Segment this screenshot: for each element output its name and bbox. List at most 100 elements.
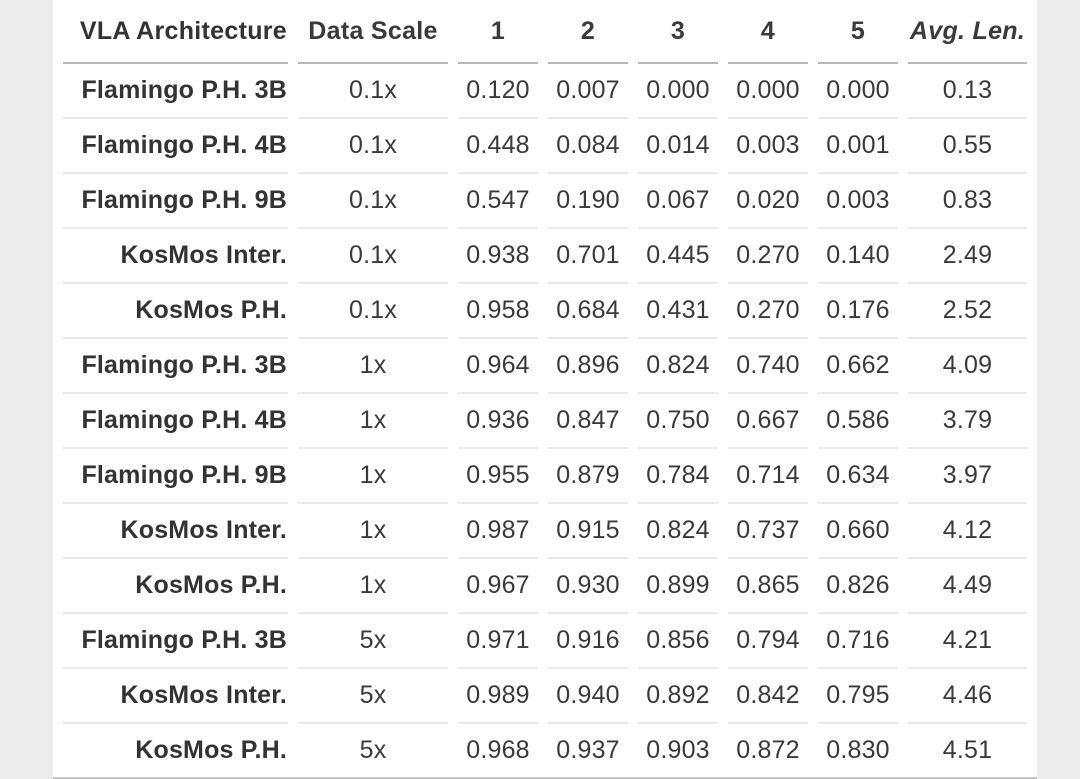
score-cell: 0.001 <box>818 119 898 174</box>
data-scale-cell: 5x <box>359 736 387 764</box>
score-cell: 0.847 <box>548 394 628 449</box>
score-cell: 0.120 <box>458 64 538 119</box>
table-row: Flamingo P.H. 9B 0.1x 0.547 0.190 0.067 0.020… <box>63 174 1027 229</box>
score-cell: 0.014 <box>638 119 718 174</box>
architecture-cell: KosMos P.H. <box>135 736 287 764</box>
col-header-vla-architecture: VLA Architecture <box>63 0 288 64</box>
avg-len-cell: 2.49 <box>908 229 1027 284</box>
score-cell: 0.955 <box>458 449 538 504</box>
table-row: KosMos Inter. 0.1x 0.938 0.701 0.445 0.270 0.1… <box>63 229 1027 284</box>
score-cell: 0.826 <box>818 559 898 614</box>
col-header-score-3: 3 <box>638 0 718 64</box>
architecture-cell: KosMos Inter. <box>63 504 288 559</box>
avg-len-cell: 4.09 <box>908 339 1027 394</box>
score-cell: 0.270 <box>728 284 808 339</box>
score-cell: 0.967 <box>458 559 538 614</box>
avg-len-cell: 3.97 <box>908 449 1027 504</box>
architecture-cell: Flamingo P.H. 3B <box>63 339 288 394</box>
score-cell: 0.737 <box>728 504 808 559</box>
avg-len-cell: 4.21 <box>908 614 1027 669</box>
score-cell: 0.794 <box>728 614 808 669</box>
data-scale-cell: 1x <box>298 559 448 614</box>
score-cell: 0.896 <box>548 339 628 394</box>
data-scale-cell: 1x <box>298 504 448 559</box>
score-cell: 0.000 <box>638 64 718 119</box>
score-cell: 0.940 <box>548 669 628 724</box>
data-scale-cell: 0.1x <box>298 174 448 229</box>
score-cell: 0.899 <box>638 559 718 614</box>
score-cell: 0.958 <box>458 284 538 339</box>
score-cell: 0.684 <box>548 284 628 339</box>
data-scale-cell: 1x <box>298 339 448 394</box>
score-cell: 0.824 <box>638 504 718 559</box>
score-cell: 0.987 <box>458 504 538 559</box>
score-cell: 0.784 <box>638 449 718 504</box>
results-table: VLA Architecture Data Scale 1 2 3 4 5 Av… <box>53 0 1037 777</box>
table-row: Flamingo P.H. 4B 1x 0.936 0.847 0.750 0.667 0.… <box>63 394 1027 449</box>
score-cell: 0.879 <box>548 449 628 504</box>
score-cell: 0.916 <box>548 614 628 669</box>
table-row: KosMos P.H. 5x 0.968 0.937 0.903 0.872 0.830 4.… <box>63 724 1027 777</box>
avg-len-cell: 4.51 <box>942 736 993 764</box>
score-cell: 0.740 <box>728 339 808 394</box>
col-header-score-5: 5 <box>818 0 898 64</box>
architecture-cell: Flamingo P.H. 4B <box>63 119 288 174</box>
table-row: Flamingo P.H. 3B 1x 0.964 0.896 0.824 0.740 0.… <box>63 339 1027 394</box>
data-scale-cell: 1x <box>298 394 448 449</box>
table-row: Flamingo P.H. 9B 1x 0.955 0.879 0.784 0.714 0.… <box>63 449 1027 504</box>
score-cell: 0.445 <box>638 229 718 284</box>
score-cell: 0.714 <box>728 449 808 504</box>
architecture-cell: Flamingo P.H. 9B <box>63 174 288 229</box>
data-scale-cell: 0.1x <box>298 229 448 284</box>
table-row: KosMos P.H. 0.1x 0.958 0.684 0.431 0.270 0.176… <box>63 284 1027 339</box>
table-row: Flamingo P.H. 3B 5x 0.971 0.916 0.856 0.794 0.… <box>63 614 1027 669</box>
score-cell: 0.971 <box>458 614 538 669</box>
score-cell: 0.716 <box>818 614 898 669</box>
avg-len-cell: 4.12 <box>908 504 1027 559</box>
score-cell: 0.865 <box>728 559 808 614</box>
avg-len-cell: 4.46 <box>908 669 1027 724</box>
score-cell: 0.830 <box>826 736 890 764</box>
score-cell: 0.824 <box>638 339 718 394</box>
score-cell: 0.964 <box>458 339 538 394</box>
table-row: Flamingo P.H. 3B 0.1x 0.120 0.007 0.000 0.000… <box>63 64 1027 119</box>
col-header-score-4: 4 <box>728 0 808 64</box>
score-cell: 0.936 <box>458 394 538 449</box>
score-cell: 0.020 <box>728 174 808 229</box>
results-table-container: VLA Architecture Data Scale 1 2 3 4 5 Av… <box>53 0 1037 779</box>
score-cell: 0.586 <box>818 394 898 449</box>
data-scale-cell: 0.1x <box>298 284 448 339</box>
score-cell: 0.842 <box>728 669 808 724</box>
table-body: Flamingo P.H. 3B 0.1x 0.120 0.007 0.000 0.000… <box>63 64 1027 777</box>
architecture-cell: KosMos P.H. <box>63 284 288 339</box>
score-cell: 0.989 <box>458 669 538 724</box>
avg-len-cell: 3.79 <box>908 394 1027 449</box>
score-cell: 0.930 <box>548 559 628 614</box>
score-cell: 0.872 <box>736 736 800 764</box>
data-scale-cell: 5x <box>298 669 448 724</box>
score-cell: 0.937 <box>556 736 620 764</box>
score-cell: 0.634 <box>818 449 898 504</box>
score-cell: 0.750 <box>638 394 718 449</box>
table-row: KosMos Inter. 1x 0.987 0.915 0.824 0.737 0.660… <box>63 504 1027 559</box>
col-header-avg-len: Avg. Len. <box>908 0 1027 64</box>
score-cell: 0.084 <box>548 119 628 174</box>
architecture-cell: KosMos P.H. <box>63 559 288 614</box>
score-cell: 0.431 <box>638 284 718 339</box>
score-cell: 0.140 <box>818 229 898 284</box>
table-row: KosMos Inter. 5x 0.989 0.940 0.892 0.842 0.795… <box>63 669 1027 724</box>
data-scale-cell: 1x <box>298 449 448 504</box>
score-cell: 0.660 <box>818 504 898 559</box>
score-cell: 0.856 <box>638 614 718 669</box>
architecture-cell: Flamingo P.H. 9B <box>63 449 288 504</box>
architecture-cell: KosMos Inter. <box>63 229 288 284</box>
score-cell: 0.701 <box>548 229 628 284</box>
data-scale-cell: 0.1x <box>298 64 448 119</box>
score-cell: 0.176 <box>818 284 898 339</box>
score-cell: 0.190 <box>548 174 628 229</box>
avg-len-cell: 2.52 <box>908 284 1027 339</box>
architecture-cell: Flamingo P.H. 4B <box>63 394 288 449</box>
score-cell: 0.007 <box>548 64 628 119</box>
score-cell: 0.448 <box>458 119 538 174</box>
data-scale-cell: 5x <box>298 614 448 669</box>
